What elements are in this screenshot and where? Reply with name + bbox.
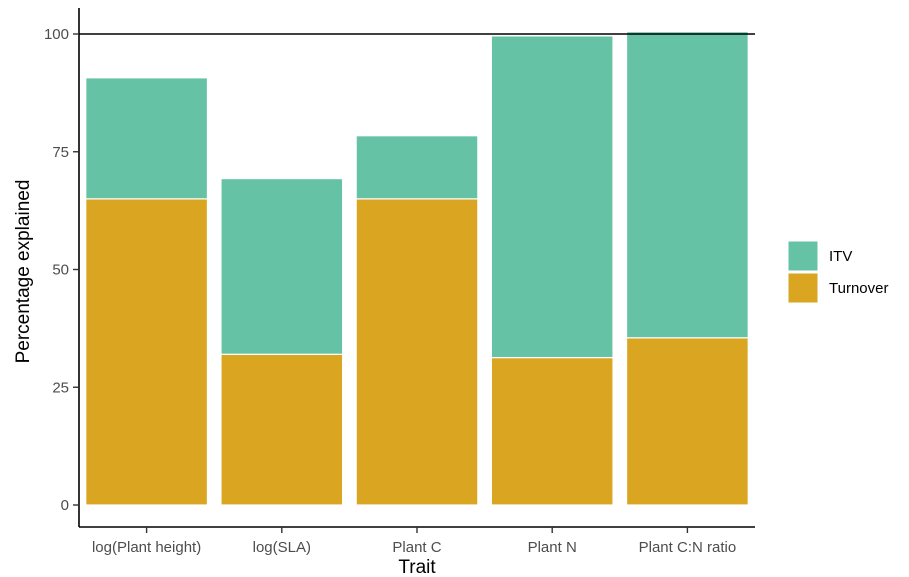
bar-turnover-plant-c — [355, 198, 479, 506]
y-tick-label-50: 50 — [52, 262, 69, 279]
bars-layer — [85, 31, 749, 506]
x-axis-ticks: log(Plant height) log(SLA) Plant C Plant N P… — [92, 527, 736, 556]
legend-label-turnover: Turnover — [829, 280, 888, 297]
x-axis-title: Trait — [398, 557, 436, 577]
bar-turnover-log-sla — [220, 353, 344, 506]
bar-itv-log-sla — [220, 177, 344, 355]
bar-itv-plant-c-n-ratio — [625, 31, 749, 339]
bar-turnover-plant-c-n-ratio — [625, 337, 749, 506]
legend-swatch-itv — [787, 240, 819, 272]
legend-label-itv: ITV — [829, 248, 852, 265]
bar-itv-plant-n — [490, 35, 614, 359]
bar-itv-plant-c — [355, 135, 479, 200]
y-axis-title: Percentage explained — [13, 180, 34, 364]
y-tick-label-100: 100 — [44, 26, 69, 43]
y-tick-label-25: 25 — [52, 379, 69, 396]
legend-swatch-turnover — [787, 272, 819, 304]
bar-turnover-plant-n — [490, 356, 614, 506]
x-tick-label-log-sla: log(SLA) — [253, 539, 311, 556]
bar-turnover-log-plant-height — [85, 198, 209, 506]
bar-itv-log-plant-height — [85, 77, 209, 200]
x-tick-label-log-plant-height: log(Plant height) — [92, 539, 201, 556]
legend: ITV Turnover — [787, 240, 888, 304]
y-tick-label-0: 0 — [61, 497, 69, 514]
x-tick-label-plant-c: Plant C — [392, 539, 441, 556]
y-axis-ticks: 0 25 50 75 100 — [44, 26, 79, 514]
x-tick-label-plant-c-n-ratio: Plant C:N ratio — [639, 539, 737, 556]
x-tick-label-plant-n: Plant N — [528, 539, 577, 556]
y-tick-label-75: 75 — [52, 144, 69, 161]
